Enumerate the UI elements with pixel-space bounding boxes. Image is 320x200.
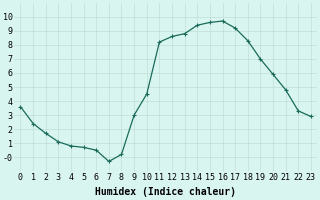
X-axis label: Humidex (Indice chaleur): Humidex (Indice chaleur) bbox=[95, 187, 236, 197]
